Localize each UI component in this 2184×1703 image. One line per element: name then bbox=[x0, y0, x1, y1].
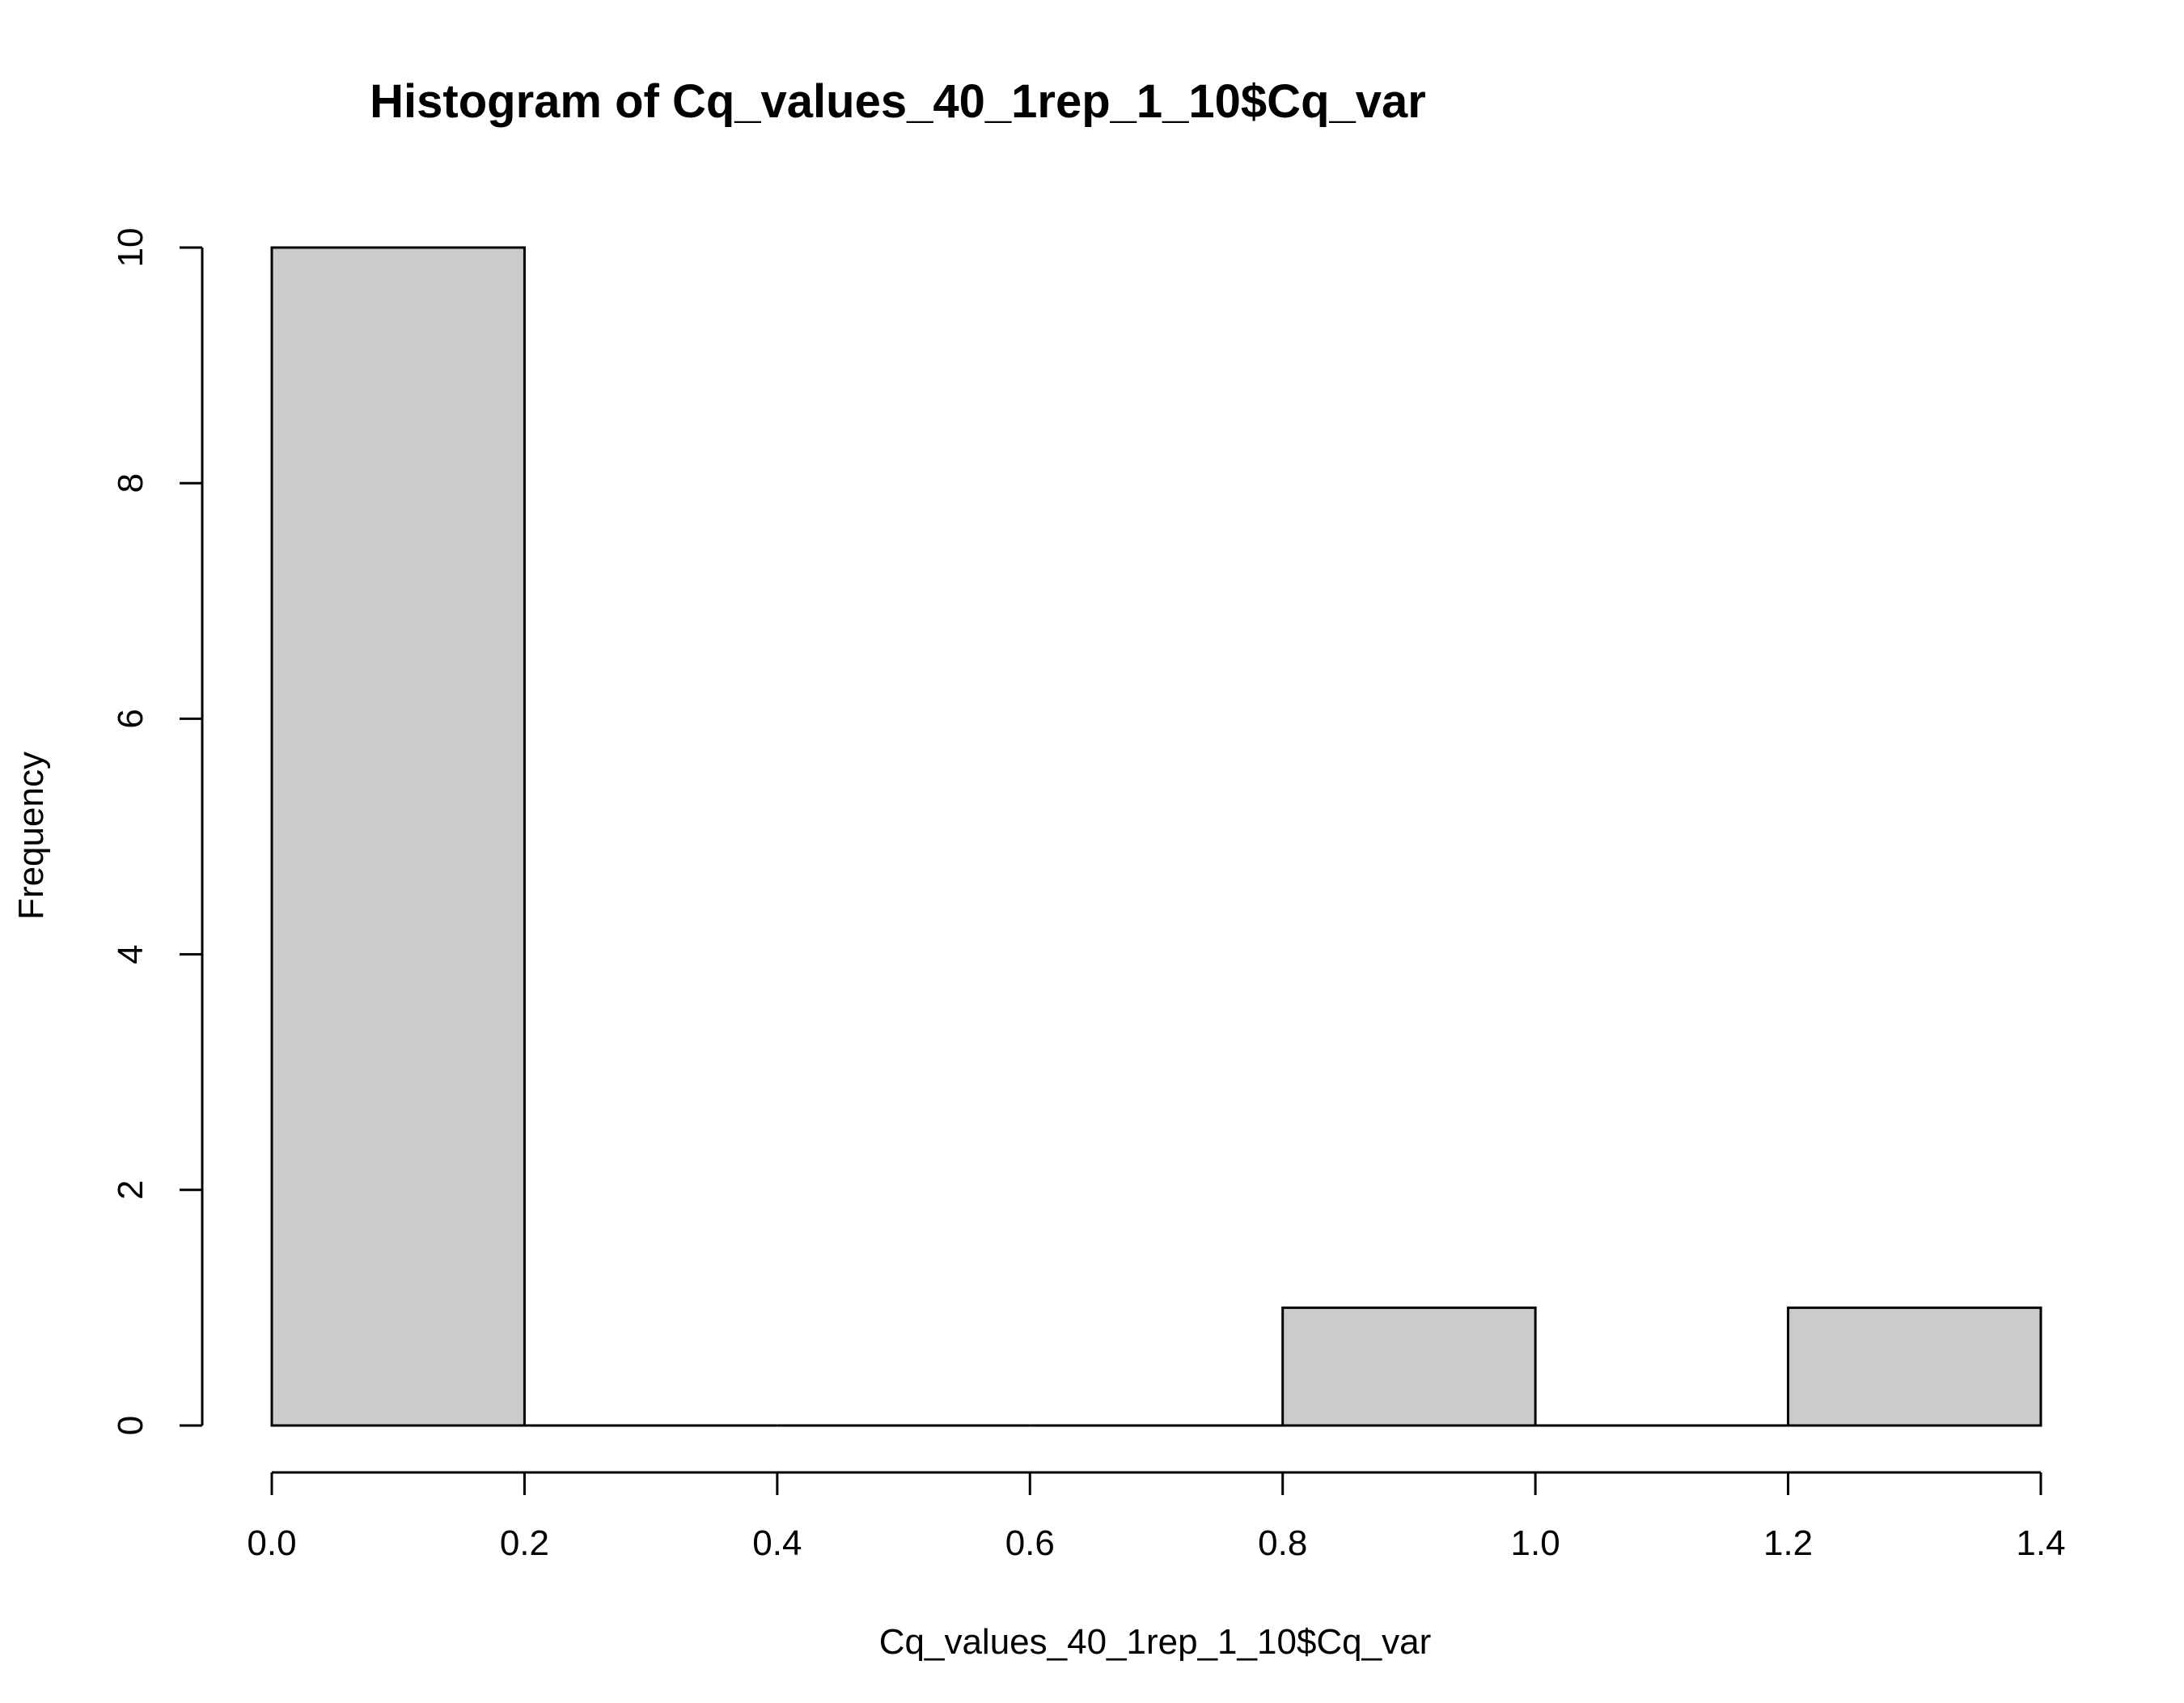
x-tick-label-5: 1.0 bbox=[1511, 1523, 1560, 1563]
y-tick-label-3: 6 bbox=[111, 709, 150, 728]
y-tick-label-4: 8 bbox=[111, 473, 150, 493]
y-tick-label-0: 0 bbox=[111, 1416, 150, 1435]
chart-title: Histogram of Cq_values_40_1rep_1_10$Cq_v… bbox=[370, 75, 1426, 128]
histogram-bar-4 bbox=[1281, 1306, 1537, 1427]
y-tick-label-1: 2 bbox=[111, 1180, 150, 1200]
histogram-bar-0 bbox=[270, 246, 526, 1427]
y-tick-label-5: 10 bbox=[111, 228, 150, 268]
y-tick-label-2: 4 bbox=[111, 944, 150, 964]
y-axis-label: Frequency bbox=[11, 752, 51, 920]
x-axis-label: Cq_values_40_1rep_1_10$Cq_var bbox=[879, 1622, 1432, 1662]
x-tick-label-3: 0.6 bbox=[1005, 1523, 1055, 1563]
x-tick-label-1: 0.2 bbox=[500, 1523, 549, 1563]
x-tick-label-6: 1.2 bbox=[1763, 1523, 1813, 1563]
bars-group bbox=[270, 246, 2042, 1427]
x-tick-label-0: 0.0 bbox=[247, 1523, 296, 1563]
x-tick-label-7: 1.4 bbox=[2016, 1523, 2065, 1563]
x-tick-label-4: 0.8 bbox=[1258, 1523, 1307, 1563]
y-axis: 0 2 4 6 8 10 bbox=[111, 228, 204, 1435]
x-axis: 0.0 0.2 0.4 0.6 0.8 1.0 1.2 1.4 bbox=[247, 1471, 2066, 1563]
x-tick-label-2: 0.4 bbox=[752, 1523, 802, 1563]
histogram-bar-6 bbox=[1787, 1306, 2042, 1427]
